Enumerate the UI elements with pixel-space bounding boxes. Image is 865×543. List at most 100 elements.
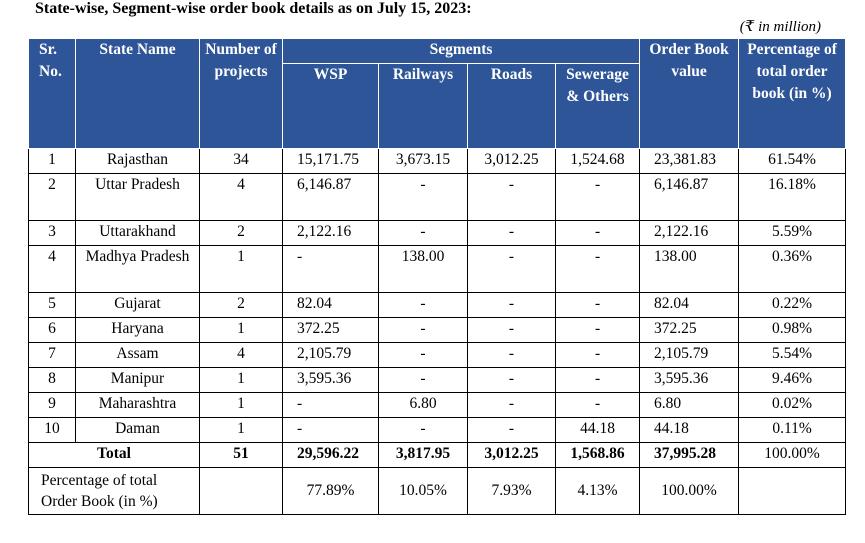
pct-percentage xyxy=(738,467,847,515)
cell-projects: 1 xyxy=(199,392,283,418)
table-body: 1 Rajasthan 34 15,171.75 3,673.15 3,012.25 1,5… xyxy=(28,148,847,515)
table-row: 2 Uttar Pradesh 4 6,146.87- - -6,146.87 16.18% xyxy=(28,173,847,221)
header-state-name: State Name xyxy=(75,38,200,149)
header-order-book-value: Order Book value xyxy=(639,38,740,149)
total-order-book-value: 37,995.28 xyxy=(639,442,740,468)
cell-percentage: 9.46% xyxy=(738,367,847,393)
cell-sewerage: - xyxy=(554,392,641,418)
page-title: State-wise, Segment-wise order book deta… xyxy=(35,0,472,17)
cell-state: Madhya Pradesh xyxy=(75,245,200,293)
cell-percentage: 0.02% xyxy=(738,392,847,418)
total-row: Total 51 29,596.22 3,817.95 3,012.25 1,568.86… xyxy=(28,442,847,468)
cell-order-book-value: 3,595.36 xyxy=(639,367,740,393)
cell-railways: 3,673.15 xyxy=(378,148,468,174)
cell-state: Uttar Pradesh xyxy=(75,173,200,221)
header-percentage: Percentage of total order book (in %) xyxy=(738,38,847,149)
cell-sr: 8 xyxy=(28,367,76,393)
cell-roads: - xyxy=(467,367,556,393)
percentage-row: Percentage of total Order Book (in %) 77.… xyxy=(28,467,847,515)
cell-roads: 3,012.25 xyxy=(467,148,556,174)
cell-state: Gujarat xyxy=(75,292,200,318)
header-row-1: Sr. No. State Name Number of projects Se… xyxy=(28,38,847,149)
cell-wsp: - xyxy=(282,245,379,293)
cell-roads: - xyxy=(467,417,556,443)
cell-sr: 9 xyxy=(28,392,76,418)
table-row: 8 Manipur 1 3,595.36- - -3,595.36 9.46% xyxy=(28,367,847,393)
cell-sr: 4 xyxy=(28,245,76,293)
cell-order-book-value: 6.80 xyxy=(639,392,740,418)
cell-order-book-value: 2,105.79 xyxy=(639,342,740,368)
cell-sr: 7 xyxy=(28,342,76,368)
cell-projects: 34 xyxy=(199,148,283,174)
cell-projects: 1 xyxy=(199,317,283,343)
unit-note: (₹ in million) xyxy=(739,19,821,35)
cell-projects: 2 xyxy=(199,220,283,246)
percentage-row-projects-blank xyxy=(199,467,283,515)
cell-projects: 1 xyxy=(199,245,283,293)
cell-sewerage: - xyxy=(554,317,641,343)
total-wsp: 29,596.22 xyxy=(282,442,379,468)
header-sr-no: Sr. No. xyxy=(28,38,76,149)
cell-railways: - xyxy=(378,292,468,318)
cell-percentage: 5.59% xyxy=(738,220,847,246)
cell-wsp: - xyxy=(282,392,379,418)
cell-sewerage: 1,524.68 xyxy=(554,148,641,174)
cell-sr: 5 xyxy=(28,292,76,318)
total-label: Total xyxy=(28,442,200,468)
table-row: 7 Assam 4 2,105.79- - -2,105.79 5.54% xyxy=(28,342,847,368)
cell-projects: 4 xyxy=(199,342,283,368)
cell-sewerage: - xyxy=(554,173,641,221)
header-row-2: WSP Railways Roads Sewerage & Others xyxy=(29,63,846,149)
cell-sr: 10 xyxy=(28,417,76,443)
cell-sewerage: - xyxy=(554,292,641,318)
cell-railways: - xyxy=(378,417,468,443)
cell-sewerage: - xyxy=(554,342,641,368)
table-row: 4 Madhya Pradesh 1-138.00- -138.00 0.36% xyxy=(28,245,847,293)
header-segments: Segments xyxy=(281,38,641,64)
cell-sr: 2 xyxy=(28,173,76,221)
pct-wsp: 77.89% xyxy=(282,467,379,515)
cell-state: Maharashtra xyxy=(75,392,200,418)
cell-order-book-value: 23,381.83 xyxy=(639,148,740,174)
cell-sewerage: - xyxy=(554,220,641,246)
table-row: 9 Maharashtra 1-6.80- -6.80 0.02% xyxy=(28,392,847,418)
cell-railways: - xyxy=(378,220,468,246)
cell-state: Manipur xyxy=(75,367,200,393)
cell-order-book-value: 372.25 xyxy=(639,317,740,343)
cell-projects: 1 xyxy=(199,417,283,443)
pct-order-book-value: 100.00% xyxy=(639,467,740,515)
cell-wsp: 6,146.87 xyxy=(282,173,379,221)
total-sewerage: 1,568.86 xyxy=(554,442,641,468)
cell-roads: - xyxy=(467,392,556,418)
header-roads: Roads xyxy=(467,63,556,149)
cell-railways: - xyxy=(378,317,468,343)
cell-roads: - xyxy=(467,220,556,246)
header-wsp: WSP xyxy=(282,63,379,149)
cell-railways: - xyxy=(378,367,468,393)
cell-percentage: 0.98% xyxy=(738,317,847,343)
header-num-projects: Number of projects xyxy=(199,38,283,149)
cell-roads: - xyxy=(467,342,556,368)
cell-wsp: 2,105.79 xyxy=(282,342,379,368)
cell-sewerage: - xyxy=(554,245,641,293)
cell-percentage: 0.36% xyxy=(738,245,847,293)
cell-state: Rajasthan xyxy=(75,148,200,174)
table-row: 10 Daman 1- - -44.18 44.18 0.11% xyxy=(28,417,847,443)
table-row: 3 Uttarakhand 2 2,122.16- - -2,122.16 5.59% xyxy=(28,220,847,246)
cell-state: Daman xyxy=(75,417,200,443)
cell-wsp: 372.25 xyxy=(282,317,379,343)
header-railways: Railways xyxy=(378,63,468,149)
cell-order-book-value: 82.04 xyxy=(639,292,740,318)
cell-wsp: - xyxy=(282,417,379,443)
cell-wsp: 82.04 xyxy=(282,292,379,318)
cell-order-book-value: 44.18 xyxy=(639,417,740,443)
pct-roads: 7.93% xyxy=(467,467,556,515)
cell-railways: 6.80 xyxy=(378,392,468,418)
total-projects: 51 xyxy=(199,442,283,468)
cell-wsp: 15,171.75 xyxy=(282,148,379,174)
cell-railways: - xyxy=(378,342,468,368)
cell-order-book-value: 6,146.87 xyxy=(639,173,740,221)
cell-percentage: 0.11% xyxy=(738,417,847,443)
order-book-table: Sr. No. State Name Number of projects Se… xyxy=(28,38,847,515)
cell-roads: - xyxy=(467,317,556,343)
